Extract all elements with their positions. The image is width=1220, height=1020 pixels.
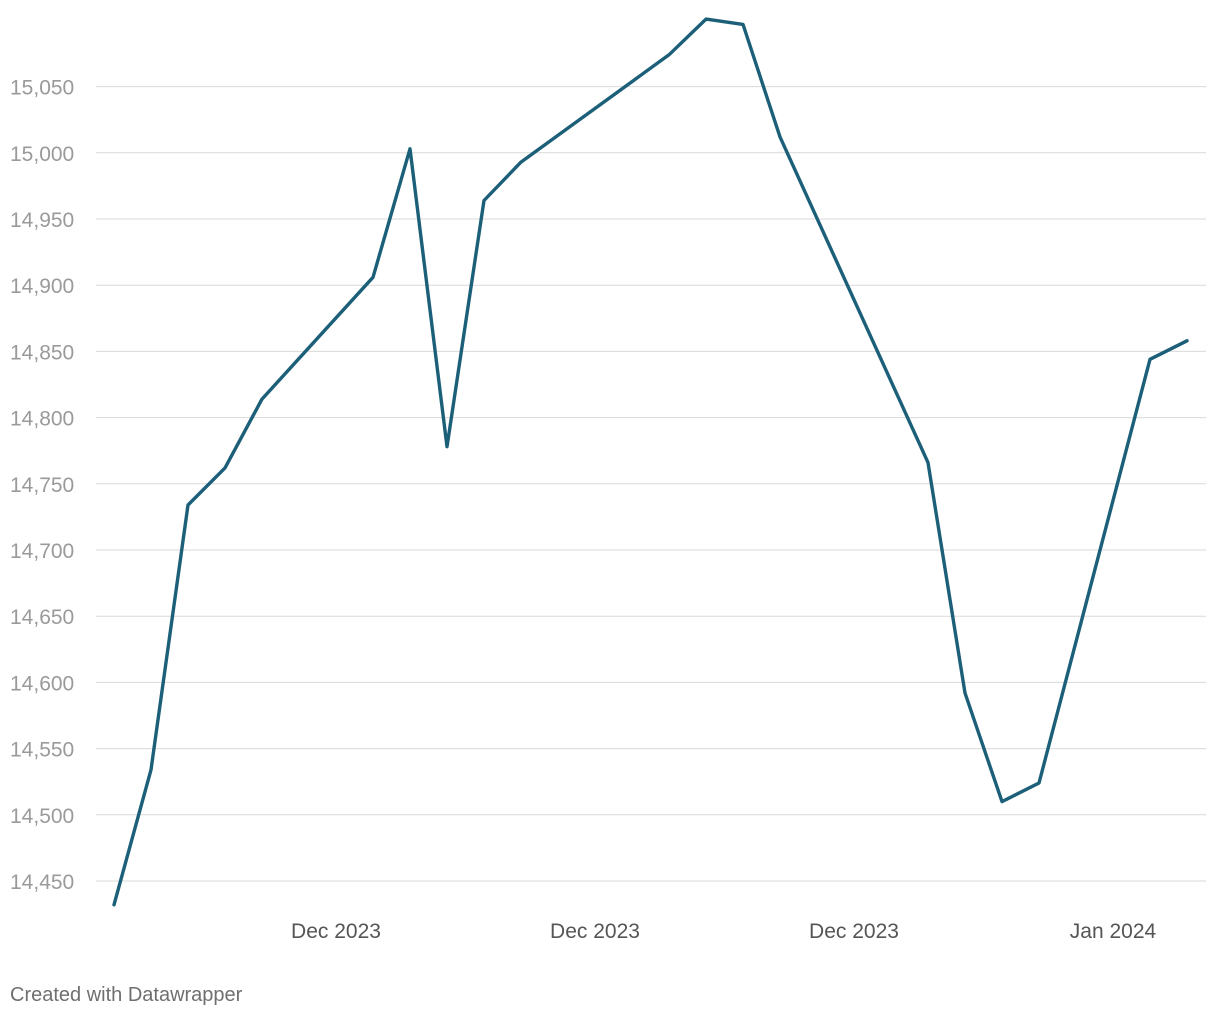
y-tick-label: 14,600 (10, 672, 74, 695)
y-tick-label: 14,450 (10, 871, 74, 894)
y-tick-label: 14,550 (10, 739, 74, 762)
series-line (112, 17, 1189, 907)
y-tick-label: 14,700 (10, 540, 74, 563)
x-tick-label: Dec 2023 (809, 920, 899, 943)
series-layer (112, 17, 1189, 907)
x-tick-label: Dec 2023 (550, 920, 640, 943)
y-tick-label: 14,750 (10, 474, 74, 497)
y-tick-label: 15,050 (10, 77, 74, 100)
y-tick-label: 14,900 (10, 275, 74, 298)
x-tick-label: Dec 2023 (291, 920, 381, 943)
y-tick-label: 14,950 (10, 209, 74, 232)
y-tick-label: 14,800 (10, 408, 74, 431)
y-tick-label: 15,000 (10, 143, 74, 166)
x-axis-ticks: Dec 2023 Dec 2023 Dec 2023 Jan 2024 (291, 920, 1156, 943)
x-tick-label: Jan 2024 (1070, 920, 1157, 943)
y-tick-label: 14,850 (10, 341, 74, 364)
y-tick-label: 14,650 (10, 606, 74, 629)
grid-lines (96, 86, 1206, 882)
y-axis-ticks: 14,450 14,500 14,550 14,600 14,650 14,700 14,7… (10, 77, 74, 894)
y-tick-label: 14,500 (10, 805, 74, 828)
credit-text: Created with Datawrapper (10, 984, 243, 1006)
